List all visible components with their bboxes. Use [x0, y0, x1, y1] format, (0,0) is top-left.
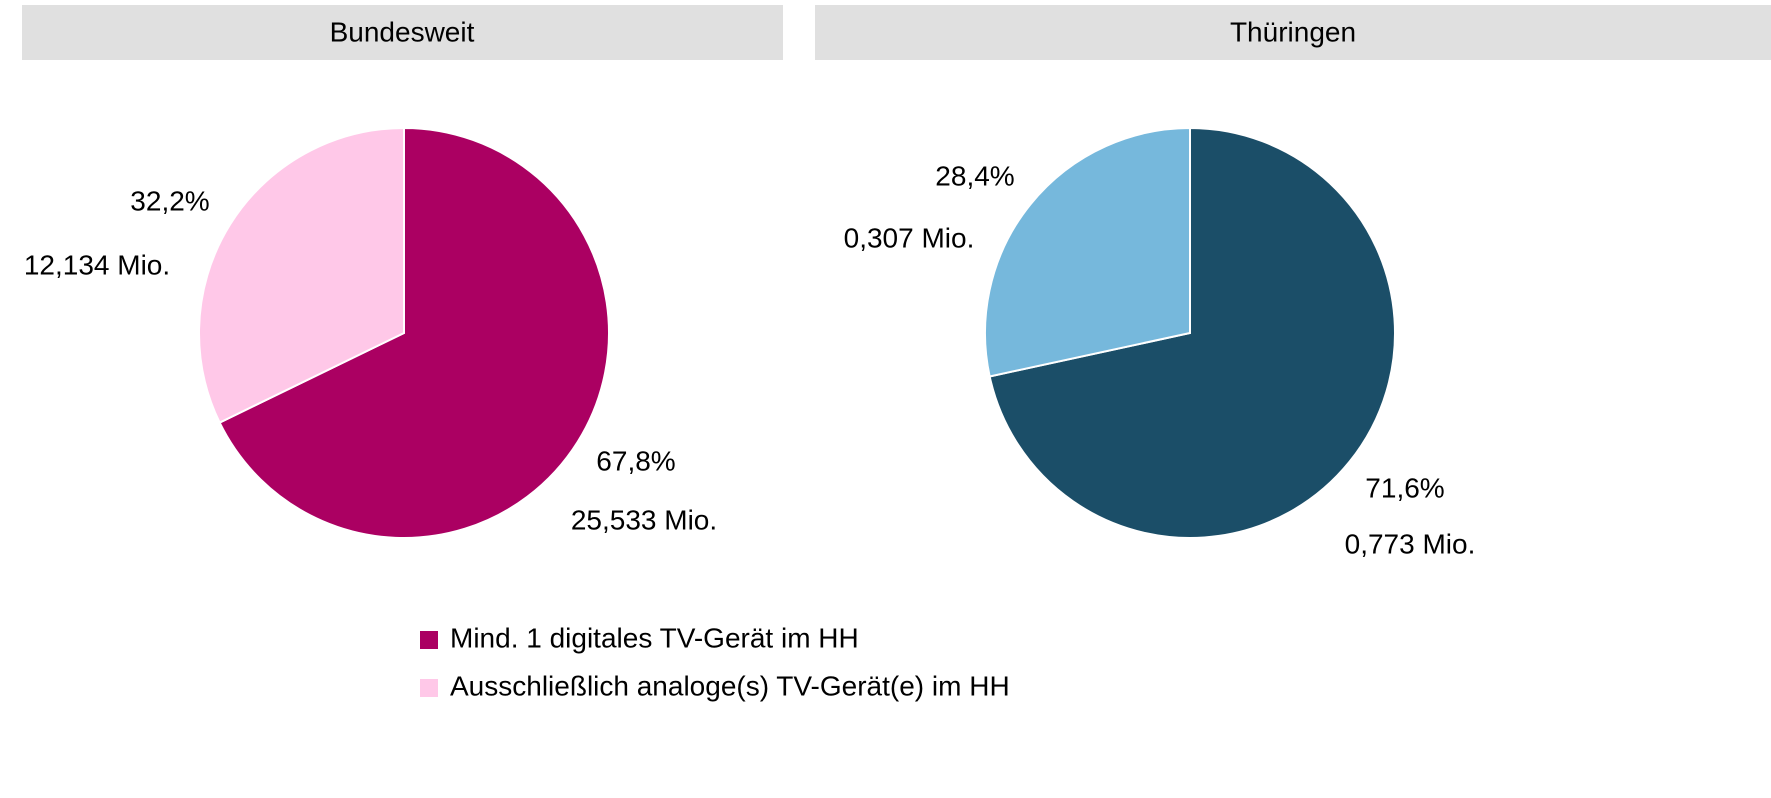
household-label: 0,307 Mio.	[844, 222, 975, 253]
legend-swatch	[420, 631, 438, 649]
household-label: 12,134 Mio.	[24, 249, 170, 280]
legend-label: Mind. 1 digitales TV-Gerät im HH	[450, 622, 859, 653]
value-label: 32,2%	[130, 185, 209, 216]
pie-slice	[198, 126, 405, 424]
panel-header	[22, 5, 783, 60]
panel-title: Thüringen	[1230, 16, 1356, 47]
pie-slice	[988, 126, 1396, 539]
value-label: 71,6%	[1365, 472, 1444, 503]
household-label: 25,533 Mio.	[571, 504, 717, 535]
household-label: 0,773 Mio.	[1345, 528, 1476, 559]
pie-slice	[218, 126, 610, 539]
pie-slice	[984, 126, 1191, 378]
legend-swatch	[420, 679, 438, 697]
value-label: 67,8%	[596, 445, 675, 476]
value-label: 28,4%	[935, 160, 1014, 191]
panel-title: Bundesweit	[330, 16, 475, 47]
panel-header	[815, 5, 1771, 60]
legend-label: Ausschließlich analoge(s) TV-Gerät(e) im…	[450, 670, 1010, 701]
